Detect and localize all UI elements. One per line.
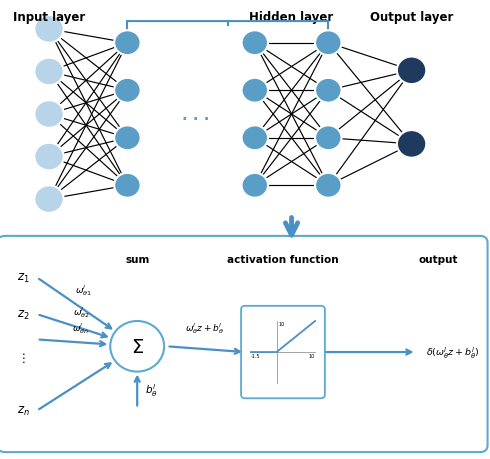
Circle shape (397, 131, 426, 158)
Text: $b^l_\theta$: $b^l_\theta$ (145, 382, 157, 398)
Circle shape (242, 174, 268, 198)
Text: sum: sum (125, 255, 149, 265)
Text: $\omega^l_{\theta n}$: $\omega^l_{\theta n}$ (73, 320, 89, 335)
Text: $\Sigma$: $\Sigma$ (131, 337, 144, 356)
Circle shape (315, 78, 342, 103)
Circle shape (397, 57, 426, 85)
Text: Hidden layer: Hidden layer (249, 11, 334, 24)
Text: Input layer: Input layer (13, 11, 85, 24)
Circle shape (114, 78, 141, 103)
Text: $\delta(\omega^l_\theta z+b^l_\theta)$: $\delta(\omega^l_\theta z+b^l_\theta)$ (426, 345, 480, 360)
FancyBboxPatch shape (0, 236, 488, 452)
Text: Output layer: Output layer (370, 11, 453, 24)
Circle shape (34, 16, 64, 44)
Text: 10: 10 (309, 353, 315, 358)
Text: . . .: . . . (182, 107, 210, 122)
FancyBboxPatch shape (241, 306, 325, 398)
Circle shape (34, 58, 64, 86)
Text: $\vdots$: $\vdots$ (17, 352, 25, 364)
Text: -1.5: -1.5 (251, 353, 260, 358)
Circle shape (114, 126, 141, 151)
Text: output: output (419, 255, 458, 265)
Circle shape (242, 78, 268, 103)
Text: $z_n$: $z_n$ (17, 404, 30, 417)
Text: $z_1$: $z_1$ (17, 271, 30, 284)
Text: $z_2$: $z_2$ (17, 308, 30, 321)
Circle shape (315, 174, 342, 198)
Text: $\omega^l_\theta z+b^l_\theta$: $\omega^l_\theta z+b^l_\theta$ (185, 320, 224, 335)
Text: $\omega^l_{\theta 1}$: $\omega^l_{\theta 1}$ (75, 283, 92, 298)
Circle shape (114, 31, 141, 56)
Circle shape (110, 321, 164, 372)
Text: activation function: activation function (227, 255, 339, 265)
Circle shape (315, 126, 342, 151)
Text: $\omega^l_{\theta 2}$: $\omega^l_{\theta 2}$ (73, 305, 90, 319)
Circle shape (34, 186, 64, 213)
Circle shape (114, 174, 141, 198)
Text: 10: 10 (278, 321, 284, 326)
Circle shape (242, 126, 268, 151)
Circle shape (242, 31, 268, 56)
Circle shape (315, 31, 342, 56)
Circle shape (34, 101, 64, 129)
Circle shape (34, 143, 64, 171)
